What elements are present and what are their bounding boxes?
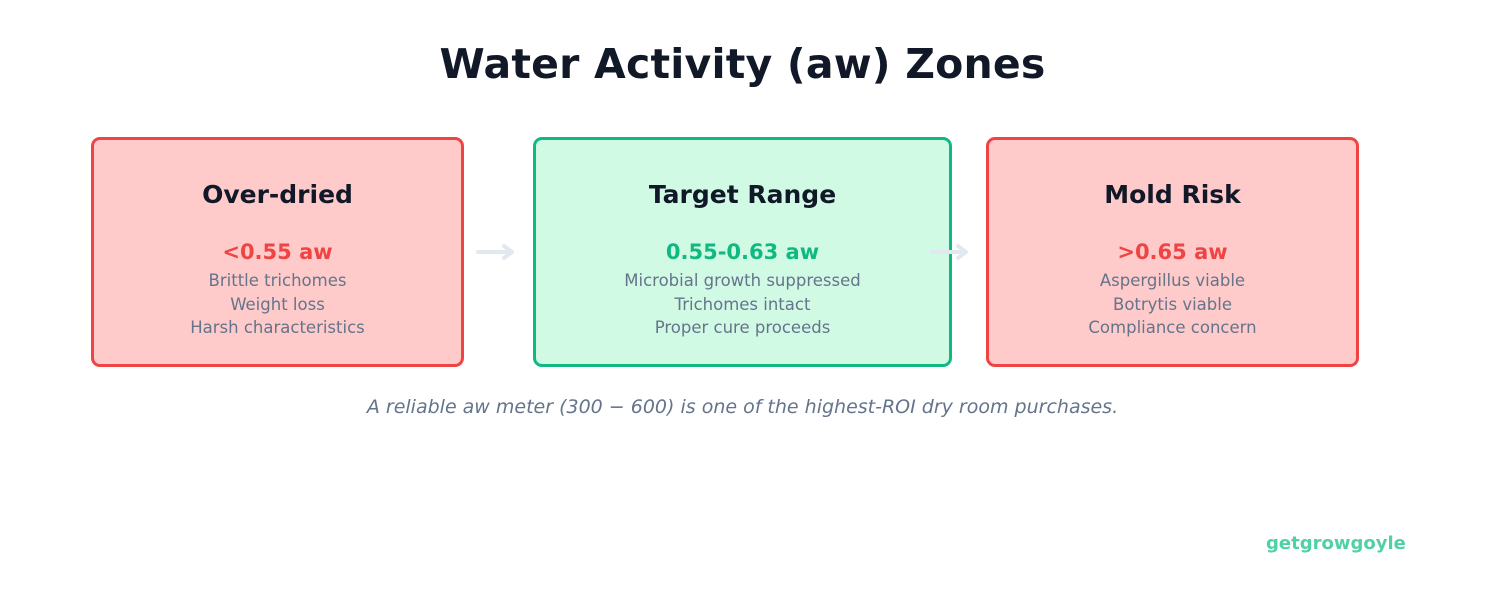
zone-over-dried: Over-dried <0.55 aw Brittle trichomes We… — [91, 137, 464, 367]
zone-line: Botrytis viable — [1113, 294, 1232, 314]
zone-heading: Over-dried — [202, 180, 353, 209]
brand-logo: getgrowgoyle — [1266, 533, 1406, 554]
zone-description: Brittle trichomes Weight loss Harsh char… — [94, 269, 461, 340]
zone-mold-risk: Mold Risk >0.65 aw Aspergillus viable Bo… — [986, 137, 1359, 367]
zone-value: >0.65 aw — [1117, 240, 1228, 264]
arrow-right-icon — [930, 244, 968, 260]
zone-description: Microbial growth suppressed Trichomes in… — [536, 269, 949, 340]
zone-line: Weight loss — [230, 294, 325, 314]
zone-target-range: Target Range 0.55-0.63 aw Microbial grow… — [533, 137, 952, 367]
zone-line: Harsh characteristics — [190, 318, 365, 337]
zone-value: <0.55 aw — [222, 240, 333, 264]
zone-heading: Mold Risk — [1104, 180, 1241, 209]
zone-value: 0.55-0.63 aw — [665, 240, 820, 264]
page-title: Water Activity (aw) Zones — [439, 40, 1046, 88]
zone-line: Aspergillus viable — [1099, 271, 1246, 290]
zone-description: Aspergillus viable Botrytis viable Compl… — [989, 269, 1356, 340]
zone-line: Brittle trichomes — [208, 271, 347, 290]
zone-line: Proper cure proceeds — [654, 318, 831, 337]
zone-heading: Target Range — [648, 180, 837, 209]
zone-line: Compliance concern — [1088, 318, 1257, 337]
arrow-right-icon — [476, 244, 514, 260]
zone-line: Microbial growth suppressed — [624, 271, 861, 290]
zone-line: Trichomes intact — [674, 294, 811, 314]
caption: A reliable aw meter (300 − 600) is one o… — [366, 396, 1119, 418]
